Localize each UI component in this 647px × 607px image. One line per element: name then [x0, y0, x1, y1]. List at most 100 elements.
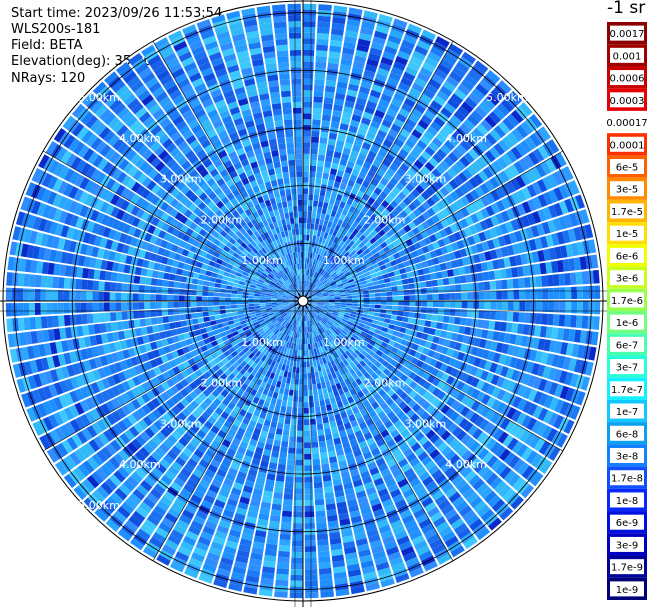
- ray-cell: [579, 330, 588, 344]
- ray-cell: [348, 233, 356, 241]
- ray-cell: [590, 254, 599, 269]
- ray-cell: [517, 462, 530, 476]
- ray-cell: [370, 248, 378, 255]
- ray-cell: [389, 556, 404, 567]
- ray-cell: [398, 148, 409, 158]
- ray-cell: [322, 108, 332, 116]
- ray-cell: [443, 140, 455, 151]
- ray-cell: [231, 311, 238, 317]
- ray-cell: [450, 292, 456, 300]
- ray-cell: [418, 518, 432, 529]
- ray-cell: [323, 303, 329, 305]
- ray-cell: [377, 410, 387, 420]
- ray-cell: [388, 514, 401, 524]
- ray-cell: [397, 262, 405, 270]
- ray-cell: [348, 256, 355, 263]
- ray-cell: [390, 488, 402, 499]
- ray-cell: [308, 326, 312, 333]
- ray-cell: [339, 354, 346, 362]
- ray-cell: [109, 302, 116, 312]
- ray-cell: [554, 383, 564, 398]
- ray-cell: [317, 303, 324, 306]
- ray-cell: [456, 239, 465, 250]
- ray-cell: [466, 164, 478, 176]
- ray-cell: [311, 298, 318, 301]
- ray-cell: [475, 243, 484, 253]
- ray-cell: [363, 346, 371, 354]
- ray-cell: [459, 218, 469, 229]
- ray-cell: [551, 354, 560, 368]
- ray-cell: [433, 179, 444, 190]
- ray-cell: [362, 268, 369, 274]
- ray-cell: [191, 278, 199, 285]
- ray-cell: [407, 230, 416, 239]
- ray-cell: [292, 523, 303, 529]
- ray-cell: [304, 494, 314, 501]
- ray-cell: [283, 423, 291, 431]
- ray-cell: [312, 259, 317, 266]
- ray-cell: [358, 261, 366, 268]
- ray-cell: [316, 305, 323, 309]
- ray-cell: [318, 255, 323, 262]
- ray-cell: [318, 313, 324, 319]
- ray-cell: [564, 314, 572, 328]
- ray-cell: [309, 306, 314, 312]
- ray-cell: [370, 273, 378, 279]
- ray-cell: [312, 285, 318, 291]
- ray-cell: [548, 397, 559, 411]
- ray-cell: [498, 139, 510, 152]
- ray-cell: [512, 312, 520, 323]
- ray-cell: [422, 390, 432, 401]
- ray-cell: [501, 301, 508, 311]
- ray-cell: [481, 349, 490, 360]
- ray-cell: [231, 286, 238, 291]
- ray-cell: [570, 315, 577, 328]
- ray-cell: [309, 290, 314, 296]
- ray-cell: [303, 407, 309, 414]
- ray-cell: [423, 560, 438, 572]
- ray-cell: [332, 287, 339, 291]
- ray-cell: [470, 377, 480, 388]
- ray-cell: [444, 226, 453, 236]
- ray-cell: [334, 395, 342, 403]
- ray-cell: [329, 397, 337, 404]
- ray-cell: [356, 435, 366, 444]
- ray-cell: [380, 341, 388, 349]
- ray-cell: [374, 368, 383, 376]
- ray-cell: [359, 251, 366, 259]
- ray-cell: [449, 411, 460, 422]
- ray-cell: [363, 451, 373, 460]
- ray-cell: [568, 329, 576, 342]
- ray-cell: [333, 275, 340, 281]
- ray-cell: [173, 288, 180, 295]
- ray-cell: [385, 344, 394, 351]
- ray-cell: [476, 482, 489, 495]
- ray-cell: [281, 510, 292, 518]
- ray-cell: [382, 88, 395, 98]
- ray-cell: [316, 166, 324, 173]
- ray-cell: [509, 423, 521, 437]
- ray-cell: [470, 213, 480, 224]
- ray-cell: [442, 123, 455, 135]
- ray-cell: [351, 295, 358, 299]
- ray-cell: [430, 100, 443, 111]
- ray-cell: [420, 313, 427, 320]
- ray-cell: [390, 217, 399, 226]
- ray-cell: [342, 235, 349, 243]
- ray-cell: [443, 285, 450, 293]
- ray-cell: [506, 113, 520, 127]
- ray-cell: [198, 274, 206, 280]
- ray-cell: [352, 298, 358, 301]
- ray-cell: [461, 51, 476, 64]
- ray-cell: [352, 61, 365, 70]
- ray-cell: [378, 317, 385, 323]
- ray-cell: [386, 388, 395, 397]
- ray-cell: [307, 288, 312, 294]
- ray-cell: [425, 83, 439, 95]
- ray-cell: [492, 237, 501, 249]
- ray-cell: [499, 417, 511, 430]
- ray-cell: [392, 158, 403, 168]
- ray-cell: [512, 243, 521, 255]
- ray-cell: [362, 512, 374, 521]
- ray-cell: [350, 336, 357, 343]
